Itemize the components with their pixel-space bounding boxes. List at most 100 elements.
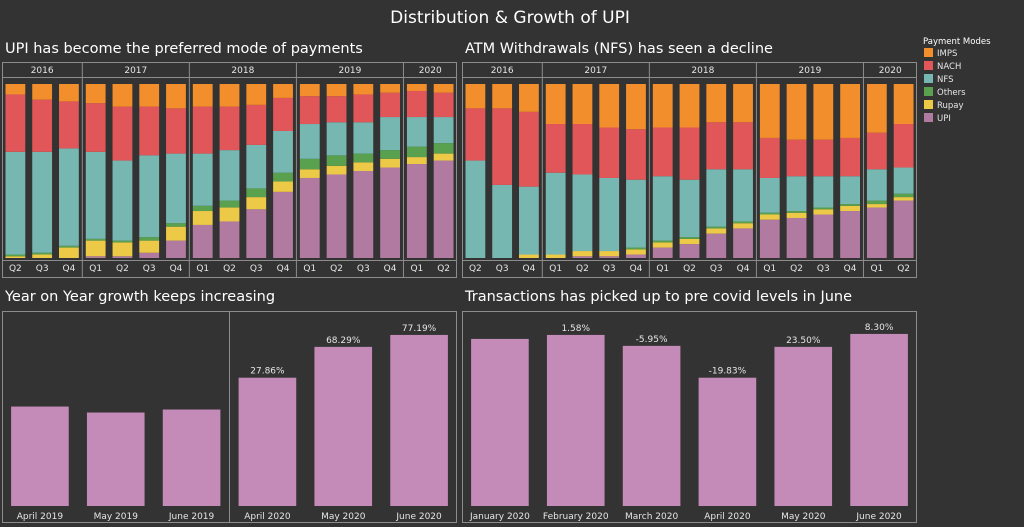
upi-share-bar-nfs-7 xyxy=(166,153,186,224)
monthly-transactions-category-label-5: May 2020 xyxy=(781,512,826,522)
chart3-title: Year on Year growth keeps increasing xyxy=(4,289,275,305)
legend-item-nach[interactable]: NACH xyxy=(924,61,961,72)
nfs-share-bar-nach-13 xyxy=(786,139,807,177)
nfs-share-year-label-2019: 2019 xyxy=(798,66,821,76)
upi-share-bar-others-5 xyxy=(112,240,133,243)
upi-share-bar-others-2 xyxy=(32,252,53,255)
legend-item-nfs[interactable]: NFS xyxy=(924,74,954,85)
nfs-share-bar-nach-16 xyxy=(866,132,887,170)
nfs-share-bar-imps-15 xyxy=(840,84,860,138)
yoy-growth-category-label-4: April 2020 xyxy=(244,512,291,522)
nfs-share-bar-rupay-8 xyxy=(652,242,673,248)
nfs-share-bar-upi-5 xyxy=(572,256,593,258)
nfs-share-bar-rupay-4 xyxy=(545,254,566,258)
nfs-share-quarter-label-3: Q4 xyxy=(523,264,536,274)
legend-swatch-nach xyxy=(924,61,933,70)
upi-share-bar-others-11 xyxy=(273,172,293,182)
nfs-share-bar-imps-16 xyxy=(866,84,887,133)
nfs-share-bar-imps-10 xyxy=(706,84,727,123)
nfs-share-bar-rupay-14 xyxy=(813,209,834,215)
yoy-growth-category-label-3: June 2019 xyxy=(168,512,215,522)
upi-share-quarter-label-13: Q2 xyxy=(330,264,343,274)
yoy-growth-bar-5 xyxy=(314,346,373,506)
nfs-share-bar-rupay-13 xyxy=(786,212,807,218)
nfs-share-bar-nfs-8 xyxy=(652,176,673,241)
upi-share-bar-others-17 xyxy=(433,143,454,154)
nfs-share-bar-rupay-9 xyxy=(679,238,700,245)
nfs-share-bar-upi-10 xyxy=(706,233,727,258)
upi-share-bar-nach-9 xyxy=(219,106,240,151)
nfs-share-quarter-label-4: Q1 xyxy=(549,264,562,274)
nfs-share-bar-rupay-17 xyxy=(893,197,914,201)
upi-share-bar-nfs-16 xyxy=(406,117,427,147)
upi-share-bar-nach-12 xyxy=(299,96,320,125)
upi-share-quarter-label-4: Q1 xyxy=(89,264,102,274)
upi-share-bar-upi-13 xyxy=(326,174,347,258)
legend-item-imps[interactable]: IMPS xyxy=(924,48,957,59)
upi-share-bar-nfs-15 xyxy=(380,117,400,151)
nfs-share-quarter-label-13: Q2 xyxy=(790,264,803,274)
monthly-transactions-data-label-2: 1.58% xyxy=(561,324,590,334)
nfs-share-bar-rupay-3 xyxy=(519,254,539,258)
yoy-growth-data-label-4: 27.86% xyxy=(250,367,285,377)
upi-share-bar-others-6 xyxy=(139,237,160,241)
nfs-share-bar-nfs-10 xyxy=(706,169,727,227)
upi-share-bar-imps-10 xyxy=(246,84,267,105)
legend-swatch-nfs xyxy=(924,74,933,83)
legend-item-rupay[interactable]: Rupay xyxy=(924,100,964,111)
yoy-growth-data-label-5: 68.29% xyxy=(326,336,361,346)
upi-share-bar-imps-8 xyxy=(192,84,213,107)
upi-share-bar-upi-16 xyxy=(406,164,427,258)
upi-share-bar-upi-5 xyxy=(112,256,133,258)
nfs-share-bar-others-9 xyxy=(679,237,700,239)
nfs-share-bar-nfs-2 xyxy=(492,184,513,258)
monthly-transactions-data-label-4: -19.83% xyxy=(709,367,747,377)
legend-item-upi[interactable]: UPI xyxy=(924,113,951,124)
upi-share-year-label-2020: 2020 xyxy=(419,66,442,76)
nfs-share-bar-nfs-9 xyxy=(679,179,700,238)
nfs-share-bar-upi-7 xyxy=(626,254,646,258)
nfs-share-bar-others-11 xyxy=(733,221,753,224)
nfs-share-bar-nfs-16 xyxy=(866,169,887,201)
upi-share-bar-upi-17 xyxy=(433,160,454,258)
upi-share-bar-imps-7 xyxy=(166,84,186,109)
legend-label-nfs: NFS xyxy=(937,75,954,85)
upi-share-quarter-label-7: Q4 xyxy=(170,264,183,274)
upi-share-quarter-label-8: Q1 xyxy=(196,264,209,274)
nfs-share-year-label-2018: 2018 xyxy=(691,66,714,76)
nfs-share-frame xyxy=(462,62,917,278)
nfs-share-quarter-label-7: Q4 xyxy=(630,264,643,274)
upi-share-bar-upi-9 xyxy=(219,221,240,258)
legend: Payment Modes IMPS NACH NFS Others Rupay… xyxy=(923,37,991,124)
yoy-growth-bar-6 xyxy=(390,334,448,506)
upi-share-bar-imps-9 xyxy=(219,84,240,107)
upi-share-quarter-label-14: Q3 xyxy=(357,264,370,274)
upi-share-bar-imps-4 xyxy=(85,84,106,104)
upi-share-bar-others-14 xyxy=(353,153,374,163)
nfs-share-bar-nfs-15 xyxy=(840,176,860,205)
nfs-share-bar-nfs-14 xyxy=(813,176,834,208)
upi-share-bar-others-7 xyxy=(166,223,186,227)
upi-share-bar-rupay-17 xyxy=(433,153,454,161)
nfs-share-quarter-label-11: Q4 xyxy=(737,264,750,274)
upi-share-bar-rupay-8 xyxy=(192,211,213,225)
monthly-transactions-bar-1 xyxy=(471,338,529,506)
upi-share-bar-imps-3 xyxy=(59,84,79,102)
nfs-share-bar-others-13 xyxy=(786,211,807,213)
upi-share-bar-upi-11 xyxy=(273,191,293,258)
upi-share-bar-upi-14 xyxy=(353,171,374,258)
upi-share-quarter-label-17: Q2 xyxy=(437,264,450,274)
upi-share-bar-nach-3 xyxy=(59,101,79,149)
nfs-share-bar-nach-1 xyxy=(465,108,486,161)
chart-yoy-growth: April 2019 May 2019 June 2019 27.86% April 2… xyxy=(2,311,457,523)
monthly-transactions-category-label-3: March 2020 xyxy=(625,512,678,522)
legend-item-others[interactable]: Others xyxy=(924,87,966,98)
upi-share-quarter-label-10: Q3 xyxy=(250,264,263,274)
nfs-share-bar-others-8 xyxy=(652,240,673,243)
nfs-share-quarter-label-8: Q1 xyxy=(656,264,669,274)
legend-label-others: Others xyxy=(937,88,966,98)
upi-share-bar-nfs-9 xyxy=(219,150,240,201)
yoy-growth-bar-3 xyxy=(162,409,221,506)
upi-share-bar-rupay-6 xyxy=(139,240,160,253)
